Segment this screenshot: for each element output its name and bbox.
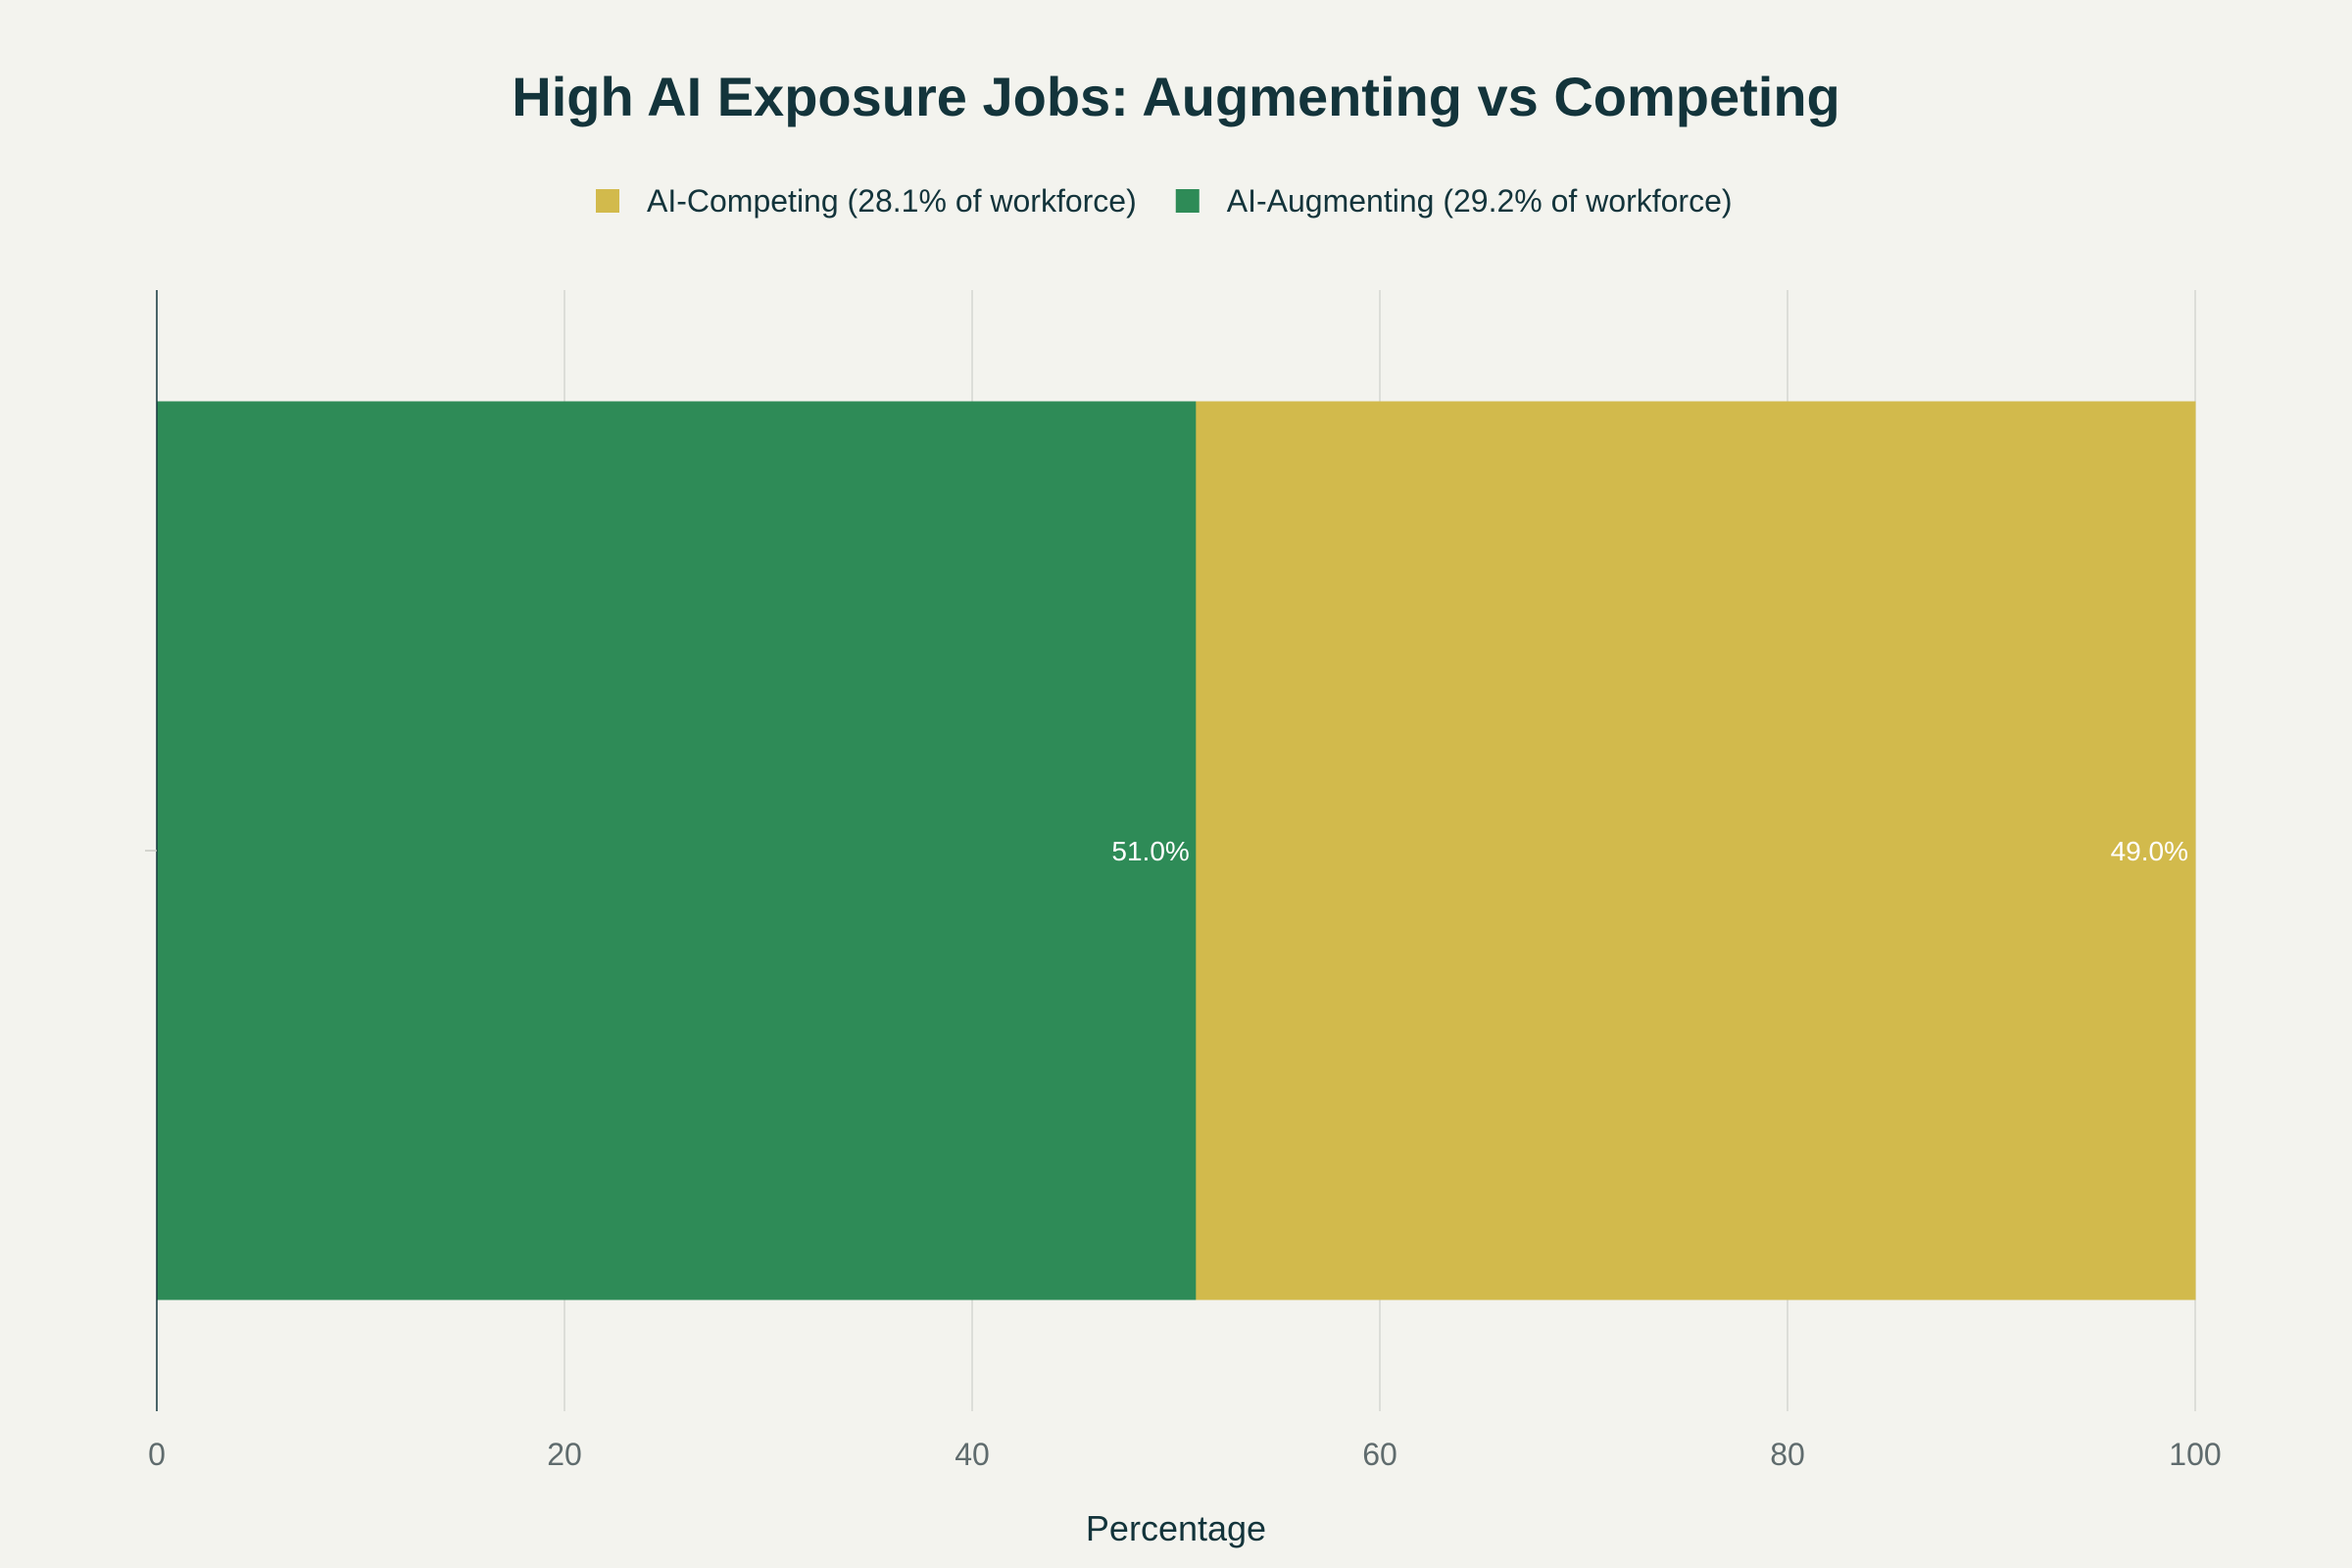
data-label-0: 51.0% bbox=[1111, 836, 1189, 866]
data-labels: 51.0% 49.0% bbox=[1111, 836, 2188, 866]
legend: AI-Competing (28.1% of workforce) AI-Augm… bbox=[596, 183, 1733, 219]
legend-item[interactable]: AI-Augmenting (29.2% of workforce) bbox=[1175, 183, 1733, 219]
x-tick-label: 60 bbox=[1362, 1437, 1397, 1472]
legend-swatch bbox=[1175, 189, 1200, 213]
x-tick-label: 100 bbox=[2169, 1437, 2221, 1472]
x-tick-label: 40 bbox=[955, 1437, 990, 1472]
x-tick-labels: 0 20 40 60 80 100 bbox=[148, 1437, 2222, 1472]
data-label-1: 49.0% bbox=[2111, 836, 2188, 866]
bar-segment-0 bbox=[156, 401, 1198, 1300]
x-tick-label: 20 bbox=[547, 1437, 582, 1472]
axes bbox=[145, 290, 158, 1411]
x-tick-label: 0 bbox=[148, 1437, 166, 1472]
legend-swatch bbox=[596, 189, 619, 213]
legend-label: AI-Competing (28.1% of workforce) bbox=[647, 183, 1137, 219]
x-axis-title: Percentage bbox=[1086, 1508, 1266, 1548]
x-tick-label: 80 bbox=[1770, 1437, 1805, 1472]
bars bbox=[156, 401, 2196, 1300]
legend-label: AI-Augmenting (29.2% of workforce) bbox=[1227, 183, 1733, 219]
chart-title: High AI Exposure Jobs: Augmenting vs Com… bbox=[512, 66, 1839, 127]
legend-item[interactable]: AI-Competing (28.1% of workforce) bbox=[596, 183, 1137, 219]
bar-segment-1 bbox=[1196, 401, 2196, 1300]
